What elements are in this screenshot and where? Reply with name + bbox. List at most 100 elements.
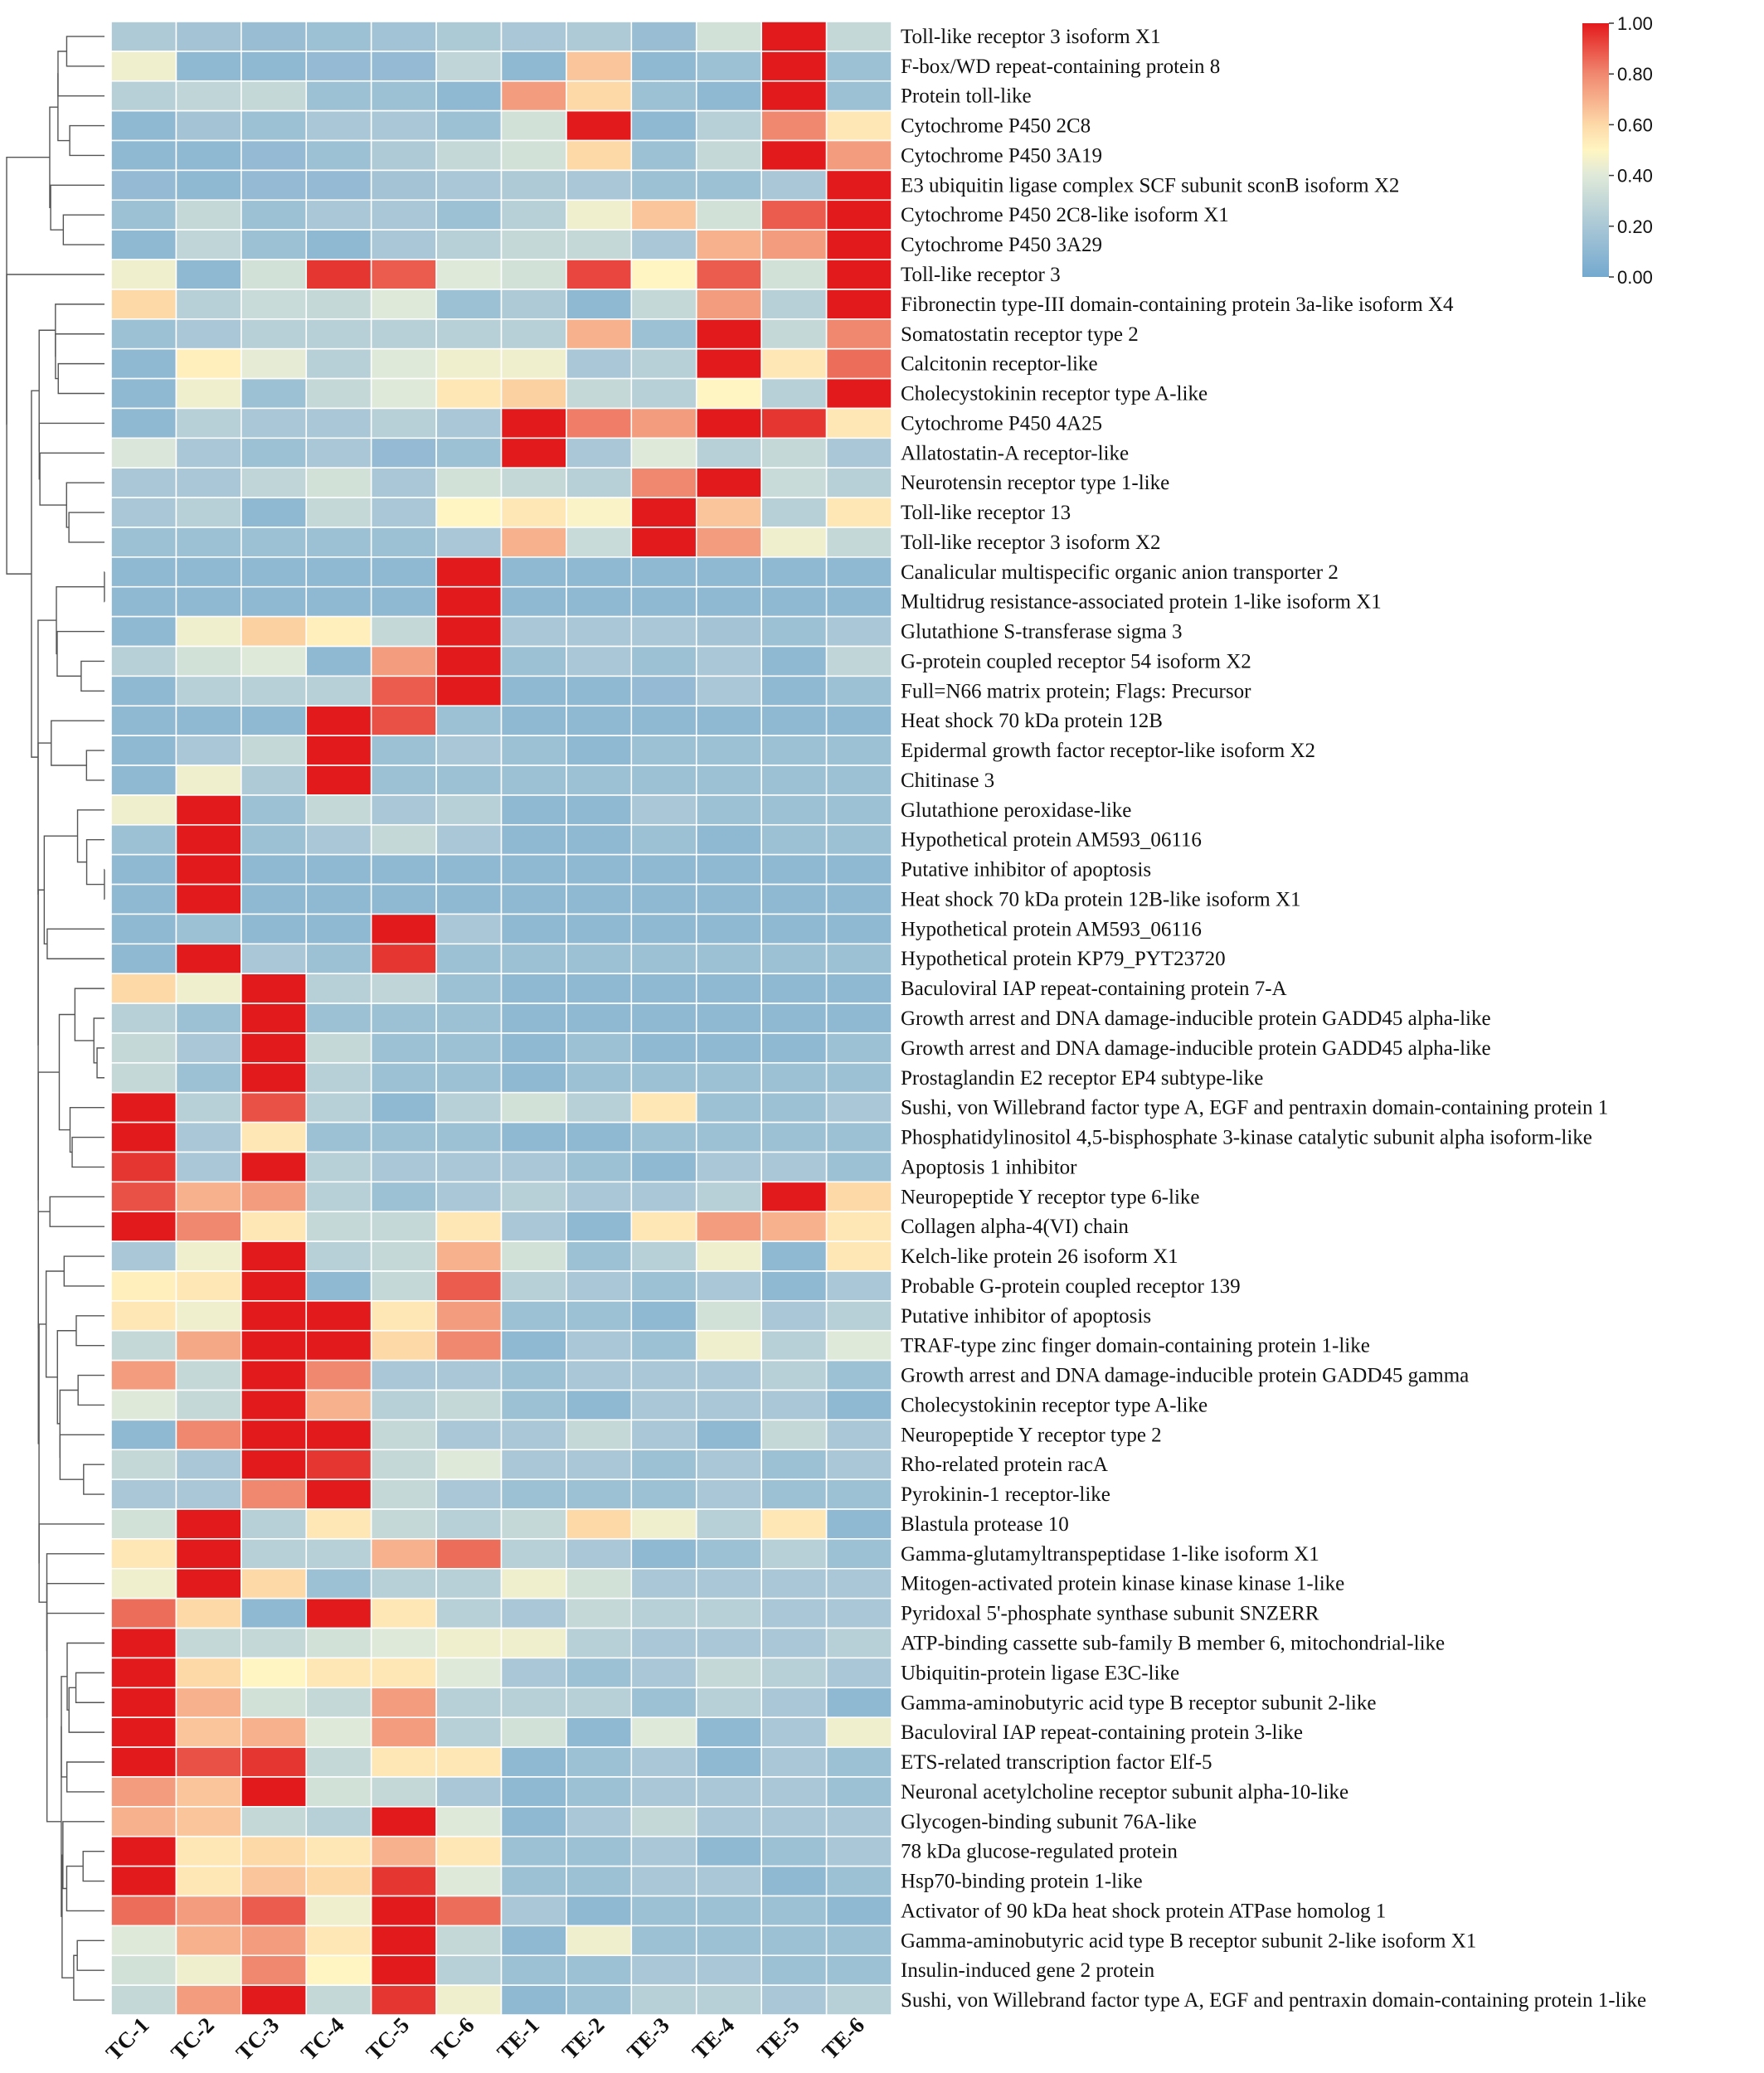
heatmap-cell xyxy=(305,705,372,736)
heatmap-cell xyxy=(566,1359,633,1391)
dendrogram-branch xyxy=(66,482,104,528)
heatmap-cell xyxy=(566,21,633,52)
heatmap-cell xyxy=(761,913,828,945)
heatmap-cell xyxy=(305,1716,372,1748)
heatmap-cell xyxy=(566,1627,633,1659)
column-label: TE-1 xyxy=(492,2012,544,2065)
row-label: Cytochrome P450 3A19 xyxy=(901,144,1102,167)
heatmap-cell xyxy=(695,1925,762,1957)
heatmap-cell xyxy=(305,823,372,856)
heatmap-cell xyxy=(175,259,242,290)
heatmap-cell xyxy=(695,169,762,201)
heatmap-cell xyxy=(241,1984,308,2016)
row-dendrogram xyxy=(6,36,105,2001)
row-label: Gamma-glutamyltranspeptidase 1-like isof… xyxy=(901,1543,1319,1566)
heatmap-cell xyxy=(110,943,177,974)
heatmap-cell xyxy=(175,169,242,201)
heatmap-cell xyxy=(305,1449,372,1480)
heatmap-cell xyxy=(566,1657,633,1689)
heatmap-cell xyxy=(175,1329,242,1362)
heatmap-cell xyxy=(110,1091,177,1124)
heatmap-cell xyxy=(566,1181,633,1213)
heatmap-cell xyxy=(500,794,567,826)
heatmap-cell xyxy=(695,1746,762,1778)
row-label: Pyridoxal 5'-phosphate synthase subunit … xyxy=(901,1603,1319,1625)
heatmap-cell xyxy=(566,347,633,380)
heatmap-cell xyxy=(370,853,437,886)
heatmap-cell xyxy=(435,1240,503,1272)
heatmap-cell xyxy=(825,1627,892,1659)
heatmap-cell xyxy=(825,1062,892,1094)
heatmap-cell xyxy=(435,1003,503,1034)
dendrogram-branch xyxy=(80,660,104,692)
heatmap-cell xyxy=(110,1657,177,1689)
heatmap-cell xyxy=(695,1181,762,1213)
heatmap-cell xyxy=(305,347,372,380)
row-label: Hypothetical protein AM593_06116 xyxy=(901,918,1202,940)
heatmap-cell xyxy=(500,1270,567,1302)
heatmap-cell xyxy=(825,377,892,410)
heatmap-cell xyxy=(500,347,567,380)
heatmap-cell xyxy=(500,1687,567,1718)
heatmap-cell xyxy=(566,1538,633,1570)
heatmap-cell xyxy=(110,1062,177,1094)
heatmap-cell xyxy=(761,1806,828,1838)
heatmap-cell xyxy=(370,1062,437,1094)
heatmap-cell xyxy=(175,1151,242,1183)
row-label: Cholecystokinin receptor type A-like xyxy=(901,383,1208,405)
heatmap-cell xyxy=(761,973,828,1004)
heatmap-cell xyxy=(695,289,762,320)
heatmap-cell xyxy=(110,1865,177,1897)
heatmap-cell xyxy=(110,1687,177,1718)
heatmap-cell xyxy=(370,883,437,915)
column-label: TE-4 xyxy=(688,2012,740,2065)
heatmap-cell xyxy=(435,823,503,856)
heatmap-cell xyxy=(305,467,372,498)
column-labels: TC-1 TC-2 TC-3 TC-4 TC-5 TC-6 TE-1 TE-2 TE-3 TE-4… xyxy=(101,2012,869,2066)
heatmap-cell xyxy=(500,973,567,1004)
heatmap-cell xyxy=(305,943,372,974)
column-label: TC-4 xyxy=(296,2012,349,2066)
heatmap-cell xyxy=(370,407,437,439)
heatmap-cell xyxy=(630,318,697,350)
heatmap-cell xyxy=(241,139,308,172)
heatmap-cell xyxy=(695,943,762,974)
heatmap-cell xyxy=(630,21,697,52)
heatmap-cell xyxy=(435,1657,503,1689)
dendrogram-branch xyxy=(66,1865,104,1912)
heatmap-cell xyxy=(110,705,177,736)
heatmap-cell xyxy=(566,1716,633,1748)
heatmap-cell xyxy=(110,1240,177,1272)
heatmap-cell xyxy=(761,109,828,142)
heatmap-cell xyxy=(695,1984,762,2016)
heatmap-cell xyxy=(110,883,177,915)
heatmap-cell xyxy=(695,1300,762,1332)
heatmap-cell xyxy=(305,1508,372,1540)
dendrogram-branch xyxy=(75,1315,104,1347)
heatmap-cell xyxy=(305,765,372,796)
heatmap-cell xyxy=(175,1776,242,1808)
heatmap-cell xyxy=(630,1359,697,1391)
heatmap-cell xyxy=(110,259,177,290)
heatmap-cell xyxy=(500,1538,567,1570)
heatmap-cell xyxy=(435,1925,503,1957)
heatmap-cell xyxy=(630,794,697,826)
heatmap-cell xyxy=(500,1062,567,1094)
heatmap-cell xyxy=(175,1091,242,1124)
heatmap-cell xyxy=(435,289,503,320)
row-label: Epidermal growth factor receptor-like is… xyxy=(901,740,1315,762)
dendrogram-branch xyxy=(66,1761,104,1793)
heatmap-cell xyxy=(761,794,828,826)
row-label: Baculoviral IAP repeat-containing protei… xyxy=(901,978,1287,1000)
heatmap-cell xyxy=(566,407,633,439)
heatmap-cell xyxy=(175,1449,242,1480)
dendrogram-branch xyxy=(59,1434,104,1480)
heatmap-cell xyxy=(305,1121,372,1153)
row-label: Putative inhibitor of apoptosis xyxy=(901,859,1151,881)
heatmap-cell xyxy=(175,1627,242,1659)
heatmap-cell xyxy=(110,1538,177,1570)
heatmap-cell xyxy=(630,139,697,172)
heatmap-cell xyxy=(241,1538,308,1570)
heatmap-cell xyxy=(241,1300,308,1332)
heatmap-cell xyxy=(566,585,633,618)
